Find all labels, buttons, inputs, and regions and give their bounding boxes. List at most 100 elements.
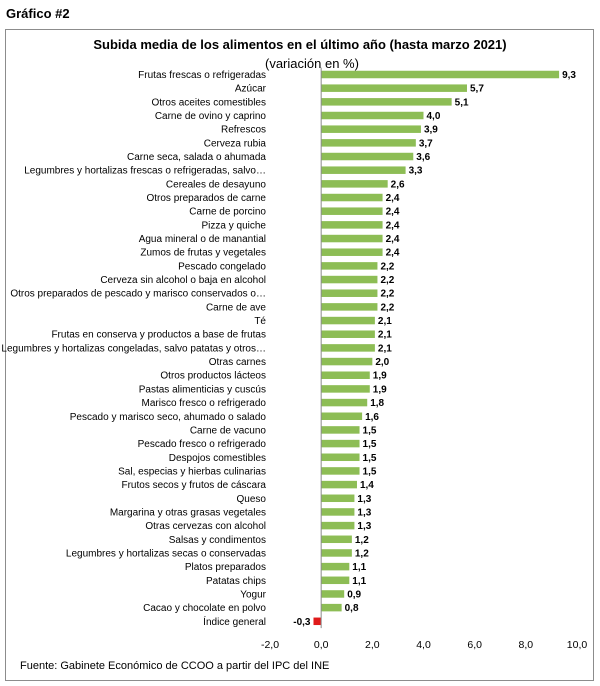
x-tick-label: -2,0 (261, 639, 279, 651)
bar (321, 70, 560, 79)
category-label: Queso (237, 494, 267, 505)
category-label: Frutas en conserva y productos a base de… (51, 330, 266, 341)
value-label: 3,6 (416, 152, 430, 163)
value-label: 3,9 (424, 125, 438, 136)
bar (321, 480, 357, 489)
bar (321, 385, 370, 393)
value-label: 1,6 (365, 412, 379, 423)
bar (321, 371, 370, 379)
figure-label: Gráfico #2 (6, 6, 70, 21)
category-label: Otras carnes (209, 357, 266, 368)
category-label: Carne de ovino y caprino (155, 111, 267, 122)
category-label: Otras cervezas con alcohol (145, 521, 266, 532)
value-label: 0,9 (347, 589, 361, 600)
bar (321, 398, 368, 407)
value-label: 1,5 (363, 425, 377, 436)
category-label: Legumbres y hortalizas frescas o refrige… (24, 166, 266, 177)
x-tick-label: 10,0 (567, 639, 588, 651)
category-label: Patatas chips (206, 576, 266, 587)
category-label: Frutas frescas o refrigeradas (138, 70, 266, 81)
bar (321, 426, 360, 434)
value-label: 2,2 (380, 275, 394, 286)
value-label: 2,1 (378, 330, 392, 341)
value-label: 1,2 (355, 548, 369, 559)
value-label: 2,4 (386, 207, 400, 218)
source-note: Fuente: Gabinete Económico de CCOO a par… (20, 660, 330, 672)
bar (321, 508, 355, 516)
value-label: 5,1 (455, 97, 469, 108)
category-label: Refrescos (221, 125, 266, 136)
value-label: 0,8 (345, 603, 359, 614)
category-label: Cereales de desayuno (166, 179, 267, 190)
bar (321, 535, 352, 544)
value-label: 1,3 (357, 507, 371, 518)
category-label: Agua mineral o de manantial (139, 234, 266, 245)
category-label: Legumbres y hortalizas secas o conservad… (66, 548, 266, 559)
value-label: 4,0 (427, 111, 441, 122)
bar (321, 453, 360, 462)
bar (321, 357, 373, 366)
value-label: 3,3 (409, 166, 423, 177)
bar (321, 303, 378, 311)
bar (321, 207, 383, 215)
bar (321, 111, 424, 120)
value-label: 2,4 (386, 234, 400, 245)
value-label: 2,1 (378, 316, 392, 327)
bar-highlight (313, 617, 322, 626)
value-label: 2,6 (391, 179, 405, 190)
bar (321, 84, 467, 92)
value-label: 5,7 (470, 84, 484, 95)
bar (321, 275, 378, 284)
axis-layer: -2,0 0,0 2,0 4,0 6,0 8,0 10,0 (261, 67, 588, 651)
value-label: 1,1 (352, 562, 366, 573)
value-label: 1,5 (363, 453, 377, 464)
bar (321, 98, 452, 106)
value-label: 2,4 (386, 248, 400, 259)
bar (321, 576, 350, 585)
value-label: 2,2 (380, 302, 394, 313)
category-label: Frutos secos y frutos de cáscara (121, 480, 266, 491)
category-label: Otros preparados de pescado y marisco co… (10, 289, 266, 300)
bar (321, 412, 363, 420)
x-tick-label: 4,0 (416, 639, 431, 651)
category-label: Carne de porcino (189, 207, 266, 218)
category-label: Legumbres y hortalizas congeladas, salvo… (1, 343, 266, 354)
category-label: Otros preparados de carne (146, 193, 266, 204)
bars-layer: Frutas frescas o refrigeradas 9,3 Azúcar 5,… (1, 70, 576, 628)
category-label: Índice general (203, 615, 266, 628)
x-tick-label: 8,0 (519, 639, 534, 651)
bar (321, 549, 352, 557)
bar (321, 344, 375, 352)
category-label: Yogur (240, 589, 266, 600)
category-label: Cerveza sin alcohol o baja en alcohol (100, 275, 266, 286)
bar (321, 330, 375, 338)
category-label: Marisco fresco o refrigerado (142, 398, 267, 409)
category-label: Azúcar (235, 84, 267, 95)
bar (321, 221, 383, 229)
x-tick-label: 2,0 (365, 639, 380, 651)
category-label: Pastas alimenticias y cuscús (139, 384, 266, 395)
chart-subtitle: (variación en %) (265, 56, 359, 71)
value-label: 1,8 (370, 398, 384, 409)
value-label: -0,3 (293, 617, 311, 628)
bar (321, 125, 421, 133)
bar (321, 234, 383, 243)
bar (321, 193, 383, 202)
value-label: 2,0 (375, 357, 389, 368)
value-label: 9,3 (562, 70, 576, 81)
value-label: 3,7 (419, 138, 433, 149)
category-label: Cerveza rubia (204, 138, 267, 149)
value-label: 2,2 (380, 289, 394, 300)
value-label: 1,5 (363, 439, 377, 450)
chart-title: Subida media de los alimentos en el últi… (93, 37, 507, 52)
category-label: Otros aceites comestibles (152, 97, 267, 108)
category-label: Pescado y marisco seco, ahumado o salado (70, 412, 267, 423)
value-label: 2,2 (380, 261, 394, 272)
category-label: Té (254, 316, 266, 327)
bar (321, 603, 342, 612)
value-label: 2,1 (378, 343, 392, 354)
x-tick-label: 6,0 (467, 639, 482, 651)
bar (321, 494, 355, 503)
bar (321, 166, 406, 174)
